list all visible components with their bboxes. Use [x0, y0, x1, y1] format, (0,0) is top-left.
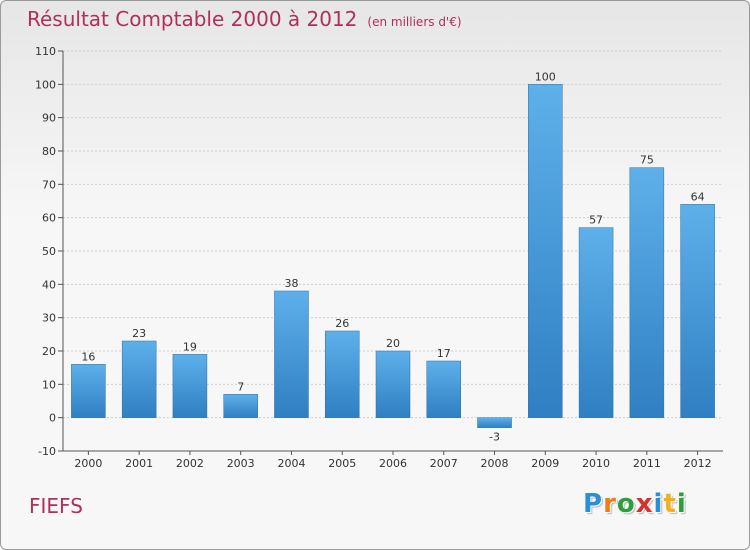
- x-tick-label: 2006: [379, 457, 407, 470]
- chart-title: Résultat Comptable 2000 à 2012 (en millie…: [27, 7, 462, 31]
- title-text: Résultat Comptable 2000 à 2012: [27, 7, 358, 31]
- logo-letter: i: [676, 489, 687, 519]
- y-tick-label: 110: [35, 45, 56, 58]
- logo-letter: i: [653, 489, 664, 519]
- logo-letter: o: [616, 489, 636, 519]
- x-tick-label: 2003: [227, 457, 255, 470]
- title-units: (en milliers d'€): [367, 15, 462, 29]
- bar-2000: [71, 364, 106, 418]
- bar-2003: [223, 394, 258, 418]
- y-tick-label: -10: [38, 445, 56, 458]
- y-tick-label: 90: [42, 112, 56, 125]
- bar-value-label: 38: [284, 277, 298, 290]
- bar-2011: [629, 167, 665, 418]
- x-tick-label: 2002: [176, 457, 204, 470]
- y-tick-label: 40: [42, 278, 56, 291]
- bar-value-label: 20: [386, 337, 400, 350]
- y-tick-label: 80: [42, 145, 56, 158]
- x-tick-label: 2008: [481, 457, 509, 470]
- commune-name: FIEFS: [29, 494, 83, 518]
- bar-value-label: 26: [335, 317, 349, 330]
- y-tick-label: 70: [42, 178, 56, 191]
- bar-2006: [375, 350, 411, 418]
- y-tick-label: 100: [35, 78, 56, 91]
- bar-value-label: 23: [132, 327, 146, 340]
- bar-value-label: 64: [691, 190, 705, 203]
- x-tick-label: 2004: [277, 457, 305, 470]
- bar-2001: [121, 340, 157, 418]
- bar-2009: [528, 84, 563, 418]
- proxiti-logo: Proxiti: [583, 489, 687, 519]
- x-tick-label: 2001: [125, 457, 153, 470]
- x-tick-label: 2012: [684, 457, 712, 470]
- bar-2012: [680, 204, 715, 418]
- bar-value-label: 19: [183, 340, 197, 353]
- logo-letter: P: [583, 489, 604, 519]
- bar-value-label: -3: [489, 431, 500, 444]
- bar-2002: [172, 354, 208, 418]
- bar-2008: [477, 417, 512, 428]
- y-tick-label: 50: [42, 245, 56, 258]
- y-tick-label: 20: [42, 345, 56, 358]
- bar-value-label: 57: [589, 214, 603, 227]
- x-tick-label: 2000: [74, 457, 102, 470]
- bar-value-label: 16: [81, 350, 95, 363]
- bar-value-label: 100: [535, 70, 556, 83]
- bar-2010: [578, 227, 614, 418]
- x-tick-label: 2007: [430, 457, 458, 470]
- bar-2007: [426, 360, 462, 418]
- y-tick-label: 30: [42, 312, 56, 325]
- logo-letter: t: [663, 489, 677, 519]
- y-tick-label: 0: [49, 412, 56, 425]
- x-tick-label: 2005: [328, 457, 356, 470]
- bar-value-label: 7: [237, 380, 244, 393]
- bar-value-label: 75: [640, 154, 654, 167]
- x-tick-label: 2010: [582, 457, 610, 470]
- y-tick-label: 10: [42, 378, 56, 391]
- x-tick-label: 2009: [531, 457, 559, 470]
- y-tick-label: 60: [42, 212, 56, 225]
- logo-letter: x: [635, 489, 654, 519]
- bar-2005: [324, 330, 360, 418]
- x-tick-label: 2011: [633, 457, 661, 470]
- logo-letter: r: [603, 489, 617, 519]
- bar-2004: [274, 290, 309, 418]
- bar-value-label: 17: [437, 347, 451, 360]
